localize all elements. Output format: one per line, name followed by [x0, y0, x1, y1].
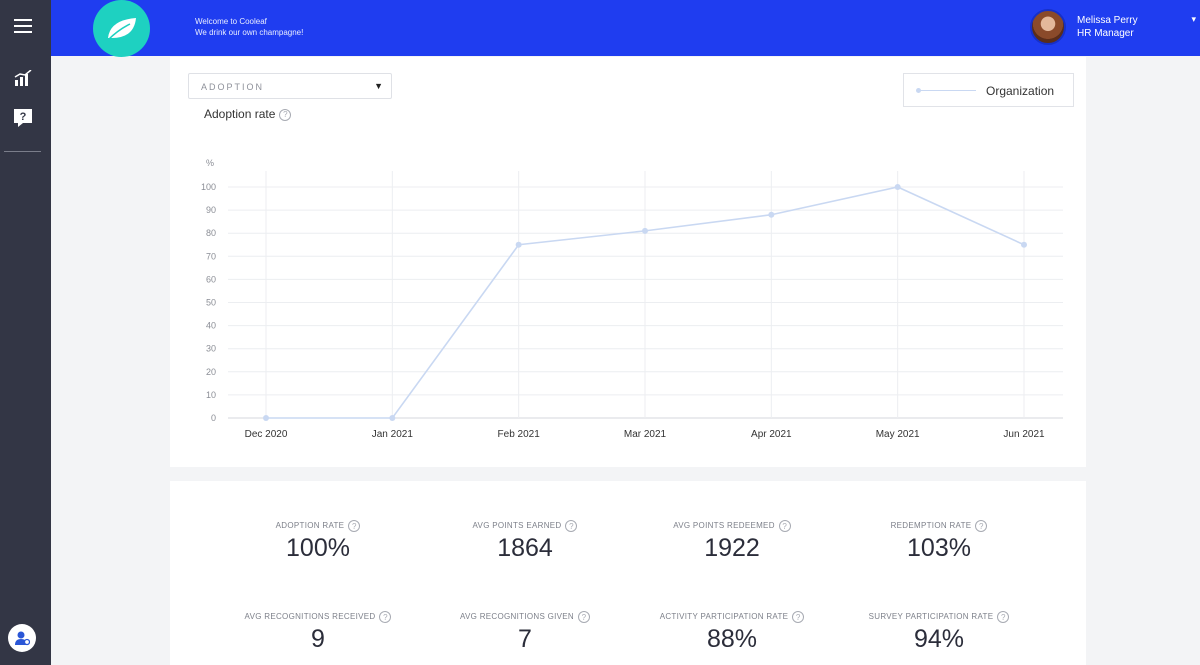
stat-label: ADOPTION RATE — [275, 521, 345, 531]
chevron-down-icon[interactable]: ▾ — [1191, 14, 1196, 24]
chart-title: Adoption rate? — [204, 107, 292, 121]
x-tick-label: Jan 2021 — [372, 429, 414, 440]
chart-panel: 0 10 20 30 40 50 60 70 80 90 100% Dec 2020 Jan 2021 F… — [170, 57, 1086, 467]
stat-label: AVG RECOGNITIONS RECEIVED — [244, 612, 376, 622]
x-tick-label: Dec 2020 — [245, 429, 288, 440]
cooleaf-logo[interactable] — [93, 0, 150, 57]
adoption-line-chart: 0 10 20 30 40 50 60 70 80 90 100% Dec 2020 Jan 2021 F… — [201, 158, 1063, 440]
stat-avg-points-redeemed: AVG POINTS REDEEMED? 1922 — [632, 520, 832, 563]
top-header: Welcome to Cooleaf We drink our own cham… — [51, 0, 1200, 57]
x-tick-label: May 2021 — [876, 429, 920, 440]
x-tick-label: Mar 2021 — [624, 429, 667, 440]
menu-icon[interactable] — [12, 16, 34, 36]
user-settings-icon[interactable] — [8, 624, 36, 652]
y-tick-label: 100 — [201, 182, 216, 192]
y-tick-label: 60 — [206, 274, 216, 284]
analytics-icon[interactable] — [12, 68, 34, 88]
welcome-message: Welcome to Cooleaf We drink our own cham… — [195, 16, 303, 38]
help-circle-icon[interactable]: ? — [997, 611, 1010, 623]
help-circle-icon[interactable]: ? — [578, 611, 591, 623]
help-circle-icon[interactable]: ? — [792, 611, 805, 623]
y-tick-label: 40 — [206, 321, 216, 331]
sidebar: ? — [0, 0, 51, 665]
y-axis-unit-label: % — [206, 158, 214, 168]
stat-label: ACTIVITY PARTICIPATION RATE — [659, 612, 789, 622]
stat-activity-participation-rate: ACTIVITY PARTICIPATION RATE? 88% — [632, 611, 832, 654]
user-name: Melissa Perry — [1077, 15, 1138, 26]
data-point — [389, 415, 396, 421]
x-tick-label: Apr 2021 — [751, 429, 792, 440]
help-circle-icon[interactable]: ? — [379, 611, 392, 623]
y-tick-label: 50 — [206, 298, 216, 308]
stat-avg-recognitions-received: AVG RECOGNITIONS RECEIVED? 9 — [218, 611, 418, 654]
stat-adoption-rate: ADOPTION RATE? 100% — [218, 520, 418, 563]
welcome-line-1: Welcome to Cooleaf — [195, 17, 267, 26]
legend-line-swatch — [918, 90, 976, 91]
metric-select[interactable]: ADOPTION ▼ — [188, 73, 392, 99]
data-point — [642, 227, 648, 234]
chart-legend[interactable]: Organization — [903, 73, 1074, 107]
stat-value: 100% — [286, 534, 350, 562]
stat-label: SURVEY PARTICIPATION RATE — [868, 612, 994, 622]
stat-redemption-rate: REDEMPTION RATE? 103% — [839, 520, 1039, 563]
help-circle-icon[interactable]: ? — [975, 520, 988, 532]
stat-value: 9 — [311, 625, 325, 653]
x-tick-label: Jun 2021 — [1003, 429, 1045, 440]
legend-dot-swatch — [916, 88, 921, 93]
stat-label: AVG RECOGNITIONS GIVEN — [459, 612, 575, 622]
help-circle-icon[interactable]: ? — [348, 520, 361, 532]
data-point — [515, 241, 522, 248]
leaf-icon — [106, 17, 136, 41]
stat-value: 103% — [907, 534, 971, 562]
x-tick-label: Feb 2021 — [498, 429, 541, 440]
help-icon[interactable]: ? — [12, 108, 34, 128]
stat-value: 1922 — [704, 534, 760, 562]
stat-label: AVG POINTS EARNED — [472, 521, 562, 531]
user-role: HR Manager — [1077, 28, 1134, 39]
caret-down-icon: ▼ — [374, 81, 383, 91]
y-tick-label: 20 — [206, 367, 216, 377]
legend-label: Organization — [986, 84, 1055, 98]
welcome-line-2: We drink our own champagne! — [195, 28, 304, 37]
metric-select-value: ADOPTION — [201, 82, 265, 92]
data-point — [263, 415, 269, 421]
stat-avg-points-earned: AVG POINTS EARNED? 1864 — [425, 520, 625, 563]
y-tick-label: 0 — [211, 413, 216, 423]
stat-value: 1864 — [497, 534, 553, 562]
data-point — [768, 211, 775, 218]
data-point — [894, 184, 901, 190]
stat-value: 94% — [913, 625, 965, 653]
stat-value: 88% — [706, 625, 758, 653]
y-tick-label: 80 — [206, 228, 216, 238]
stat-value: 7 — [518, 625, 532, 653]
avatar[interactable] — [1030, 9, 1066, 45]
stat-label: REDEMPTION RATE — [890, 521, 972, 531]
chart-title-text: Adoption rate — [204, 107, 276, 121]
help-circle-icon[interactable]: ? — [778, 520, 791, 532]
stat-survey-participation-rate: SURVEY PARTICIPATION RATE? 94% — [839, 611, 1039, 654]
sidebar-divider — [4, 151, 41, 152]
y-tick-label: 70 — [206, 251, 216, 261]
data-point — [1021, 241, 1027, 248]
help-circle-icon[interactable]: ? — [565, 520, 578, 532]
stat-label: AVG POINTS REDEEMED — [673, 521, 775, 531]
help-circle-icon[interactable]: ? — [279, 108, 292, 121]
y-tick-label: 10 — [206, 390, 216, 400]
y-tick-label: 90 — [206, 205, 216, 215]
stats-panel: ADOPTION RATE? 100% AVG POINTS EARNED? 1… — [170, 481, 1086, 665]
stat-avg-recognitions-given: AVG RECOGNITIONS GIVEN? 7 — [425, 611, 625, 654]
y-tick-label: 30 — [206, 344, 216, 354]
svg-text:?: ? — [20, 111, 27, 123]
user-menu[interactable]: Melissa Perry HR Manager ▾ — [1030, 0, 1200, 56]
